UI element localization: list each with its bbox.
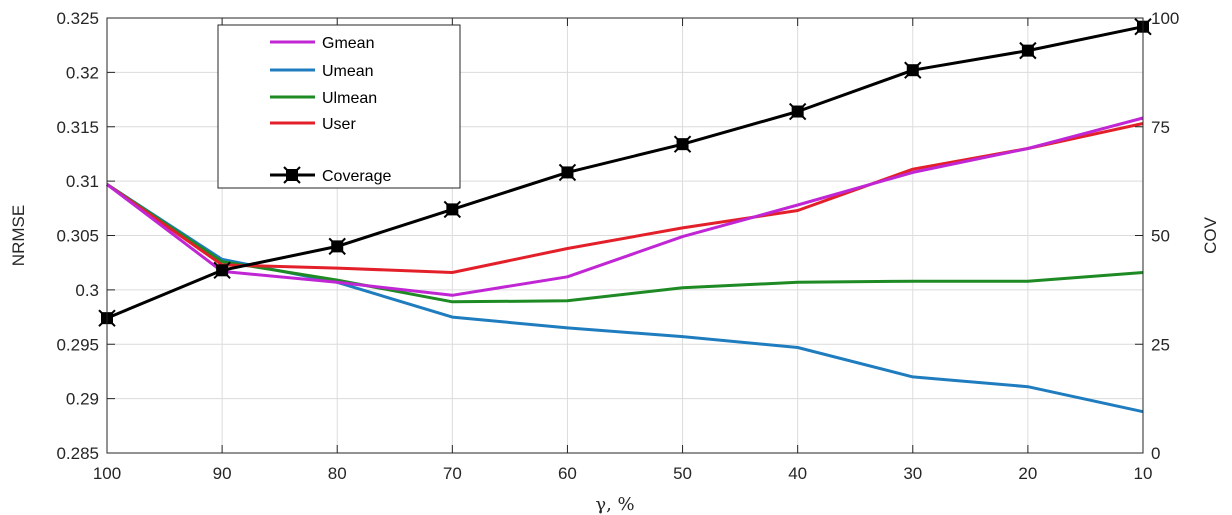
- x-tick-label: 40: [788, 464, 807, 483]
- y2-axis-label: COV: [1201, 216, 1220, 254]
- legend: Gmean Umean Ulmean User Coverage: [217, 24, 461, 189]
- y2-tick-label: 50: [1151, 227, 1170, 246]
- legend-label: Umean: [322, 63, 374, 80]
- y-tick-label: 0.32: [66, 63, 99, 82]
- coverage-marker-x: [558, 163, 577, 182]
- legend-label: Coverage: [322, 168, 391, 185]
- y-tick-label: 0.285: [56, 444, 99, 463]
- y2-tick-label: 0: [1151, 444, 1160, 463]
- legend-box: [217, 24, 461, 189]
- coverage-marker-x: [1019, 41, 1037, 60]
- legend-item-ulmean: Ulmean: [270, 90, 377, 107]
- x-tick-label: 60: [558, 464, 577, 483]
- x-tick-label: 90: [213, 464, 232, 483]
- y-tick-label: 0.29: [66, 390, 99, 409]
- legend-item-gmean: Gmean: [270, 35, 374, 52]
- ticks: 100 90 80 70 60 50 40 30 20 10 0.285 0.29 0.295 0.3 0.…: [56, 9, 1179, 483]
- series-line-coverage: [106, 25, 1144, 320]
- coverage-marker-x: [788, 102, 807, 121]
- x-tick-label: 100: [93, 464, 121, 483]
- series-line-umean: [106, 183, 1144, 414]
- series-ulmean: [106, 183, 1144, 304]
- y-tick-label: 0.31: [66, 172, 99, 191]
- legend-item-coverage: Coverage: [270, 166, 391, 185]
- coverage-marker-x: [673, 135, 692, 153]
- x-tick-label: 10: [1134, 464, 1153, 483]
- x-tick-label: 20: [1018, 464, 1037, 483]
- legend-label: User: [322, 116, 356, 133]
- legend-label: Gmean: [322, 35, 374, 52]
- legend-item-umean: Umean: [270, 63, 374, 80]
- coverage-marker-x: [443, 200, 462, 219]
- y-tick-label: 0.305: [56, 227, 99, 246]
- y-tick-label: 0.295: [56, 335, 99, 354]
- y-tick-label: 0.325: [56, 9, 99, 28]
- coverage-marker-x: [328, 237, 346, 256]
- series-line-user: [106, 122, 1144, 274]
- x-tick-label: 80: [328, 464, 347, 483]
- x-tick-label: 30: [903, 464, 922, 483]
- series-line-gmean: [106, 116, 1144, 297]
- legend-item-user: User: [270, 116, 356, 133]
- series-gmean: [106, 116, 1144, 297]
- series-line-ulmean: [106, 183, 1144, 304]
- series-user: [106, 122, 1144, 274]
- y2-tick-label: 100: [1151, 9, 1179, 28]
- y2-tick-label: 25: [1151, 335, 1170, 354]
- y-tick-label: 0.315: [56, 118, 99, 137]
- coverage-marker-x: [213, 261, 231, 280]
- y-axis-label: NRMSE: [9, 205, 28, 266]
- y2-tick-label: 75: [1151, 118, 1170, 137]
- y-tick-label: 0.3: [75, 281, 99, 300]
- legend-marker-x: [283, 166, 301, 184]
- series-umean: [106, 183, 1144, 414]
- coverage-marker-x: [904, 61, 922, 79]
- legend-label: Ulmean: [322, 90, 377, 107]
- x-axis-label: γ, %: [595, 494, 634, 515]
- x-tick-label: 70: [443, 464, 462, 483]
- x-tick-label: 50: [673, 464, 692, 483]
